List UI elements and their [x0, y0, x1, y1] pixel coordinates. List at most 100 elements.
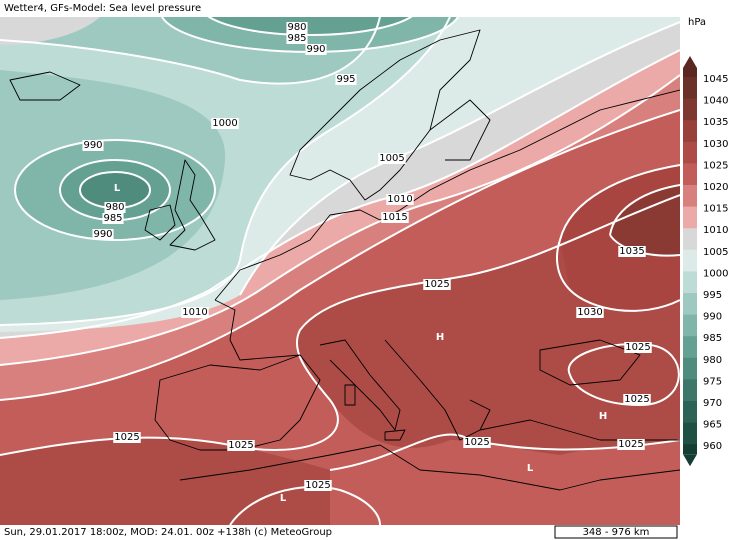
legend-arrow-top: [683, 56, 697, 68]
legend-swatch: [683, 98, 697, 121]
legend-label: 970: [703, 398, 722, 409]
isobar-label: 1035: [619, 246, 644, 257]
isobar-label: 1025: [618, 439, 643, 450]
legend-swatch: [683, 141, 697, 164]
map: 9809859909951000990980985990100510101015…: [0, 17, 680, 525]
isobar-label: 1025: [624, 394, 649, 405]
isobar-label-box: [92, 229, 114, 240]
legend-swatch: [683, 77, 697, 100]
isobar-label-box: [463, 437, 491, 448]
isobar-label: 1025: [305, 480, 330, 491]
legend-swatch: [683, 357, 697, 380]
isobar-label-box: [227, 440, 255, 451]
isobar-label-box: [618, 246, 646, 257]
isobar-label: 990: [306, 44, 325, 55]
legend-swatch: [683, 379, 697, 402]
isobar-label: 1010: [387, 194, 412, 205]
legend: 1045 1040 1035 1030 1025 1020 1015 1010 1005 1000…: [683, 56, 728, 467]
legend-label: 1020: [703, 182, 728, 193]
isobar-label: 1025: [625, 342, 650, 353]
isobar-label-box: [104, 202, 126, 213]
isobar-label-box: [576, 307, 604, 318]
legend-label: 1030: [703, 139, 728, 150]
isobar-label: 980: [105, 202, 124, 213]
legend-swatch: [683, 271, 697, 294]
footer-caption: Sun, 29.01.2017 18:00z, MOD: 24.01. 00z …: [4, 527, 332, 538]
isobar-labels: 9809859909951000990980985990100510101015…: [82, 22, 652, 504]
legend-label: 1035: [703, 117, 728, 128]
isobar-label-box: [181, 307, 209, 318]
isobar-label: 990: [83, 140, 102, 151]
isobar-label: 1000: [212, 118, 237, 129]
isobar-label-box: [386, 194, 414, 205]
isobar-label: 1010: [182, 307, 207, 318]
isobar-label-box: [286, 22, 308, 33]
legend-label: 1000: [703, 268, 728, 279]
pressure-center: L: [527, 463, 534, 474]
legend-label: 1025: [703, 160, 728, 171]
legend-unit: hPa: [688, 17, 706, 28]
legend-label: 995: [703, 290, 722, 301]
field-low-980: [80, 172, 150, 208]
isobar-label: 985: [287, 33, 306, 44]
legend-label: 1040: [703, 96, 728, 107]
legend-label: 975: [703, 376, 722, 387]
legend-label: 1015: [703, 204, 728, 215]
isobar-label: 1015: [382, 212, 407, 223]
isobar-label-box: [381, 212, 409, 223]
pressure-center: H: [599, 411, 607, 422]
scale-box: [554, 525, 678, 539]
legend-label: 1010: [703, 225, 728, 236]
isobar-label-box: [423, 279, 451, 290]
isobar-label-box: [617, 439, 645, 450]
legend-swatch: [683, 336, 697, 359]
legend-label: 1005: [703, 247, 728, 258]
legend-swatch: [683, 444, 697, 455]
legend-swatch: [683, 422, 697, 445]
isobar-label-box: [113, 432, 141, 443]
legend-arrow-bottom: [683, 454, 697, 467]
isobar-label: 1030: [577, 307, 602, 318]
isobar-label-box: [378, 153, 406, 164]
isobar-label: 1005: [379, 153, 404, 164]
legend-label: 960: [703, 441, 722, 452]
isobar-label: 1025: [464, 437, 489, 448]
legend-swatch: [683, 206, 697, 229]
legend-swatch: [683, 249, 697, 272]
legend-swatch: [683, 228, 697, 251]
field-1025: [0, 195, 680, 525]
isobar-label: 985: [103, 213, 122, 224]
isobar-label-box: [623, 394, 651, 405]
coastlines: [9, 29, 680, 491]
legend-label: 980: [703, 355, 722, 366]
scale-label: 348 - 976 km: [583, 527, 650, 538]
legend-swatch: [683, 68, 697, 77]
isobar-label: 990: [93, 229, 112, 240]
isobar-label-box: [305, 44, 327, 55]
isobar-label: 980: [287, 22, 306, 33]
isobar-label-box: [211, 118, 239, 129]
field-top-985: [209, 17, 411, 35]
legend-swatch: [683, 120, 697, 143]
isobar-label-box: [102, 213, 124, 224]
legend-swatch: [683, 185, 697, 208]
field-corner: [0, 17, 100, 45]
legend-label: 965: [703, 420, 722, 431]
isobar-label-box: [286, 33, 308, 44]
legend-swatch: [683, 314, 697, 337]
legend-swatch: [683, 293, 697, 316]
legend-label: 985: [703, 333, 722, 344]
pressure-center: H: [436, 332, 444, 343]
isobar-label-box: [304, 480, 332, 491]
isobar-label: 1025: [424, 279, 449, 290]
isobar-label-box: [335, 74, 357, 85]
legend-label: 1045: [703, 74, 728, 85]
isobar-label: 1025: [228, 440, 253, 451]
isobar-label-box: [624, 342, 652, 353]
isobar-label: 1025: [114, 432, 139, 443]
legend-swatch: [683, 163, 697, 186]
header-title: Wetter4, GFs-Model: Sea level pressure: [4, 3, 201, 14]
isobar-label: 995: [336, 74, 355, 85]
pressure-center: L: [114, 183, 121, 194]
